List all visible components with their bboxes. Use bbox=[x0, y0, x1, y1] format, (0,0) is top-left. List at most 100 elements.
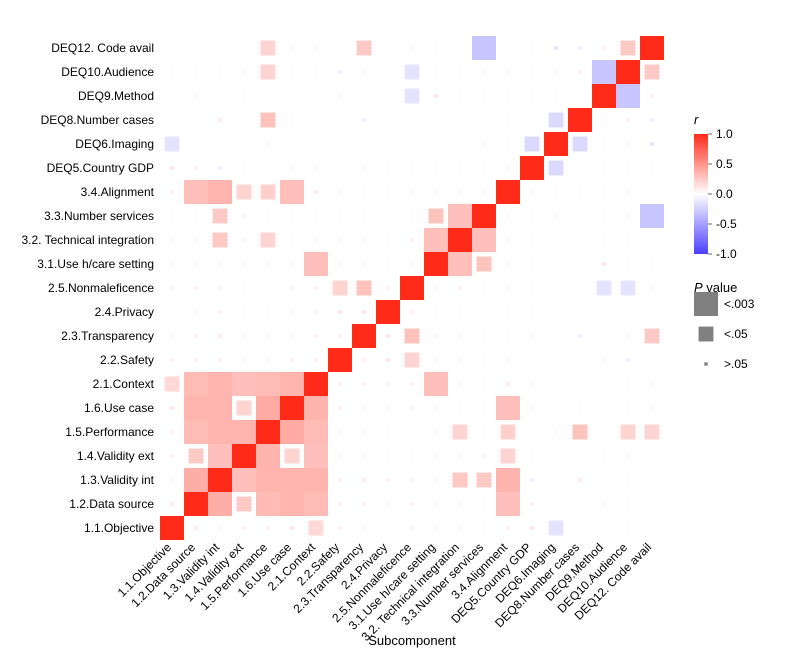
corr-cell bbox=[338, 406, 341, 409]
corr-cell bbox=[650, 142, 653, 145]
corr-cell bbox=[453, 473, 468, 488]
corr-cell bbox=[554, 262, 557, 265]
corr-cell bbox=[506, 118, 509, 121]
corr-cell bbox=[530, 238, 533, 241]
corr-cell bbox=[170, 70, 173, 73]
corr-cell bbox=[554, 214, 557, 217]
corr-cell bbox=[237, 185, 252, 200]
corr-cell bbox=[453, 425, 468, 440]
corr-cell bbox=[218, 526, 221, 529]
corr-cell bbox=[362, 70, 365, 73]
corr-cell bbox=[640, 204, 664, 228]
corr-cell bbox=[328, 348, 352, 372]
corr-cell bbox=[338, 430, 341, 433]
corr-cell bbox=[530, 70, 533, 73]
corr-cell bbox=[530, 454, 533, 457]
corr-cell bbox=[170, 94, 173, 97]
corr-cell bbox=[184, 468, 208, 492]
corr-cell bbox=[314, 166, 317, 169]
corr-cell bbox=[280, 492, 304, 516]
corr-cell bbox=[578, 94, 581, 97]
corr-cell bbox=[410, 118, 413, 121]
corr-cell bbox=[482, 166, 485, 169]
corr-cell bbox=[237, 401, 252, 416]
corr-cell bbox=[208, 180, 232, 204]
corr-cell bbox=[506, 166, 509, 169]
corr-cell bbox=[434, 190, 437, 193]
corr-cell bbox=[554, 454, 557, 457]
corr-cell bbox=[448, 204, 472, 228]
corr-cell bbox=[338, 238, 341, 241]
corr-cell bbox=[362, 310, 365, 313]
corr-cell bbox=[208, 444, 232, 468]
y-axis-label: DEQ5.Country GDP bbox=[47, 161, 154, 175]
corr-cell bbox=[554, 478, 557, 481]
corr-cell bbox=[261, 113, 276, 128]
corr-cell bbox=[218, 334, 221, 337]
corr-cell bbox=[218, 286, 221, 289]
corr-cell bbox=[626, 166, 629, 169]
corr-cell bbox=[170, 286, 173, 289]
corr-cell bbox=[386, 70, 389, 73]
corr-cell bbox=[386, 382, 389, 385]
corr-cell bbox=[626, 142, 629, 145]
corr-cell bbox=[482, 118, 485, 121]
corr-cell bbox=[338, 382, 341, 385]
corr-cell bbox=[194, 238, 197, 241]
corr-cell bbox=[458, 286, 461, 289]
corr-cell bbox=[578, 406, 581, 409]
corr-cell bbox=[338, 166, 341, 169]
corr-cell bbox=[482, 454, 485, 457]
corr-cell bbox=[352, 324, 376, 348]
corr-cell bbox=[650, 358, 653, 361]
corr-cell bbox=[424, 372, 448, 396]
legend-r-title: r bbox=[694, 112, 699, 127]
corr-cell bbox=[645, 425, 660, 440]
corr-cell bbox=[290, 526, 293, 529]
corr-cell bbox=[362, 190, 365, 193]
corr-cell bbox=[626, 454, 629, 457]
corr-cell bbox=[170, 310, 173, 313]
corr-cell bbox=[530, 406, 533, 409]
corr-cell bbox=[496, 396, 520, 420]
corr-cell bbox=[554, 382, 557, 385]
corr-cell bbox=[616, 84, 640, 108]
corr-cell bbox=[626, 526, 629, 529]
corr-cell bbox=[578, 262, 581, 265]
corr-cell bbox=[573, 425, 588, 440]
corr-cell bbox=[458, 94, 461, 97]
corr-cell bbox=[410, 142, 413, 145]
corr-cell bbox=[429, 209, 444, 224]
corr-cell bbox=[530, 286, 533, 289]
corr-cell bbox=[650, 118, 653, 121]
corr-cell bbox=[357, 41, 372, 56]
corr-cell bbox=[626, 358, 629, 361]
corr-cell bbox=[458, 334, 461, 337]
corr-cell bbox=[309, 521, 324, 536]
y-axis-label: 1.3.Validity int bbox=[80, 473, 154, 487]
corr-cell bbox=[256, 468, 280, 492]
corr-cell bbox=[640, 36, 664, 60]
y-axis-label: 3.1.Use h/care setting bbox=[37, 257, 154, 271]
corr-cell bbox=[530, 94, 533, 97]
corr-cell bbox=[544, 132, 568, 156]
corr-cell bbox=[424, 228, 448, 252]
corr-cell bbox=[242, 238, 245, 241]
y-axis-label: 2.1.Context bbox=[93, 377, 155, 391]
corr-cell bbox=[506, 262, 509, 265]
corr-cell bbox=[194, 214, 197, 217]
corr-cell bbox=[525, 137, 540, 152]
corr-cell bbox=[386, 214, 389, 217]
corr-cell bbox=[194, 46, 197, 49]
corr-cell bbox=[434, 406, 437, 409]
corr-cell bbox=[482, 430, 485, 433]
corr-cell bbox=[501, 449, 516, 464]
corr-cell bbox=[482, 190, 485, 193]
corr-cell bbox=[482, 310, 485, 313]
corr-cell bbox=[530, 430, 533, 433]
corr-cell bbox=[405, 65, 420, 80]
legend-p-label: <.05 bbox=[724, 327, 748, 341]
corr-cell bbox=[482, 358, 485, 361]
corr-cell bbox=[338, 454, 341, 457]
corr-cell bbox=[184, 420, 208, 444]
